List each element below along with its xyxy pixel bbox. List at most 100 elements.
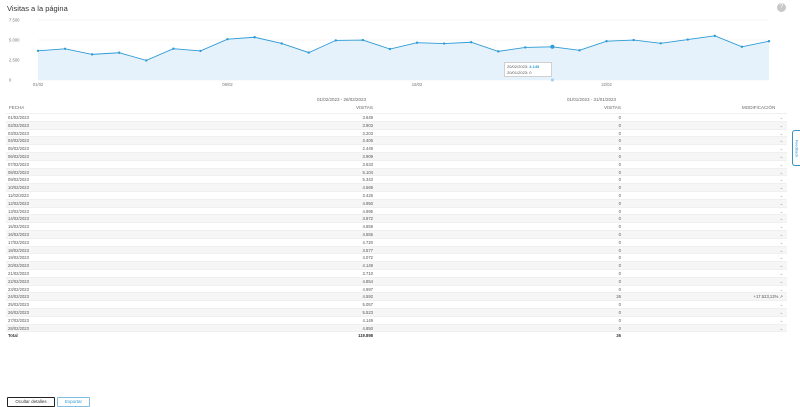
col-modification[interactable]: MODIFICACIÓN [742, 105, 776, 110]
data-point[interactable] [659, 42, 662, 45]
previous-period-point[interactable] [550, 78, 554, 82]
row-date: 18/02/2023 [8, 247, 29, 253]
row-visits-previous: 0 [618, 200, 621, 206]
row-date: 12/02/2023 [8, 200, 29, 206]
row-visits-previous: 0 [618, 208, 621, 214]
table-row: 04/02/2023 3.406 0 → [6, 136, 787, 145]
row-modification: → [778, 146, 783, 152]
row-visits-previous: 0 [618, 270, 621, 276]
table-row: 19/02/2023 4.072 0 → [6, 253, 787, 261]
row-date: 24/02/2023 [8, 294, 29, 300]
row-visits-previous: 0 [618, 302, 621, 308]
data-point[interactable] [524, 46, 527, 49]
tooltip-previous-value: 0 [529, 70, 532, 75]
data-point[interactable] [63, 47, 67, 50]
help-icon[interactable]: ? [777, 3, 786, 12]
tooltip-previous-label: 20/01/2023: [507, 70, 529, 75]
data-point[interactable] [334, 39, 338, 42]
row-visits-previous: 0 [618, 161, 621, 167]
row-date: 08/02/2023 [8, 169, 29, 175]
row-visits-current: 3.577 [362, 247, 373, 253]
data-point[interactable] [686, 38, 689, 41]
data-point[interactable] [199, 49, 202, 53]
data-point[interactable] [767, 40, 771, 43]
table-total-row: Total 119.898 26 [6, 331, 787, 339]
row-visits-previous: 0 [618, 247, 621, 253]
row-visits-current: 3.425 [362, 192, 373, 198]
table-row: 12/02/2023 4.950 0 → [6, 198, 787, 207]
row-modification: → [778, 115, 783, 120]
data-point[interactable] [550, 44, 555, 49]
data-point[interactable] [90, 53, 94, 56]
data-point[interactable] [740, 45, 744, 49]
data-point[interactable] [36, 49, 40, 53]
data-point[interactable] [388, 47, 392, 51]
row-visits-current: 5.057 [362, 302, 373, 308]
data-point[interactable] [578, 49, 581, 52]
table-row: 05/02/2023 2.449 0 → [6, 144, 787, 152]
col-visits-current[interactable]: VISITAS [356, 105, 373, 110]
data-point[interactable] [713, 34, 717, 38]
row-date: 22/02/2023 [8, 278, 29, 284]
table-row: 03/02/2023 3.203 0 → [6, 128, 787, 137]
data-point[interactable] [307, 51, 310, 54]
visits-line [37, 35, 770, 61]
hide-details-button[interactable]: Ocultar detalles [7, 397, 55, 407]
chart-tooltip: 20/02/2023: 4.149 20/01/2023: 0 [504, 62, 552, 77]
data-point[interactable] [415, 41, 419, 44]
data-point[interactable] [253, 36, 256, 39]
data-point[interactable] [632, 38, 635, 42]
row-visits-previous: 0 [618, 286, 621, 292]
data-point[interactable] [605, 39, 608, 43]
x-tick-label: 22/02 [601, 82, 612, 87]
row-visits-current: 3.203 [362, 130, 373, 136]
row-date: 03/02/2023 [8, 130, 29, 136]
row-modification: → [778, 185, 783, 191]
row-date: 25/02/2023 [8, 302, 29, 308]
data-point[interactable] [469, 41, 473, 44]
feedback-label: Feedback [794, 139, 800, 158]
row-date: 06/02/2023 [8, 153, 29, 159]
row-visits-current: 4.659 [362, 224, 373, 230]
table-row: 26/02/2023 5.523 0 → [6, 307, 787, 316]
visits-table: 01/02/2023 3.649 0 → 02/02/2023 3.903 0 → 03/02/… [6, 113, 787, 339]
row-visits-current: 3.903 [362, 122, 373, 128]
visits-area [38, 35, 769, 80]
row-visits-previous: 0 [618, 169, 621, 175]
row-date: 11/02/2023 [8, 192, 29, 198]
table-row: 21/02/2023 3.710 0 → [6, 268, 787, 277]
x-tick-label: 01/02 [33, 82, 44, 87]
y-tick-label: 2.500 [9, 58, 20, 63]
page-title: Visitas a la página [7, 4, 68, 13]
data-point[interactable] [442, 42, 446, 45]
row-visits-current: 4.854 [362, 278, 373, 284]
col-date[interactable]: FECHA [9, 105, 25, 110]
row-date: 28/02/2023 [8, 325, 29, 331]
data-point[interactable] [280, 42, 283, 45]
row-date: 14/02/2023 [8, 216, 29, 222]
row-date: 21/02/2023 [8, 270, 29, 276]
table-row: 23/02/2023 4.997 0 → [6, 284, 787, 293]
data-point[interactable] [172, 47, 175, 50]
x-tick-label: 08/02 [222, 82, 233, 87]
row-visits-current: 3.909 [362, 153, 373, 159]
data-point[interactable] [497, 50, 500, 53]
table-row: 06/02/2023 3.909 0 → [6, 151, 787, 160]
feedback-tab[interactable]: Feedback [792, 130, 800, 166]
row-visits-previous: 0 [618, 317, 621, 323]
row-modification: → [778, 309, 783, 315]
data-point[interactable] [226, 37, 229, 41]
row-modification: → [778, 286, 783, 292]
data-point[interactable] [145, 59, 148, 62]
row-date: 10/02/2023 [8, 185, 29, 191]
col-visits-previous[interactable]: VISITAS [604, 105, 621, 110]
data-point[interactable] [118, 51, 121, 54]
row-modification: +17.523,13% ↗ [753, 294, 783, 300]
table-row: 13/02/2023 4.995 0 → [6, 206, 787, 215]
row-date: 19/02/2023 [8, 255, 29, 261]
table-row: 08/02/2023 5.104 0 → [6, 167, 787, 176]
row-visits-current: 5.104 [362, 169, 373, 175]
row-date: 07/02/2023 [8, 161, 29, 167]
export-button[interactable]: Exportar [57, 397, 90, 407]
data-point[interactable] [361, 38, 365, 42]
